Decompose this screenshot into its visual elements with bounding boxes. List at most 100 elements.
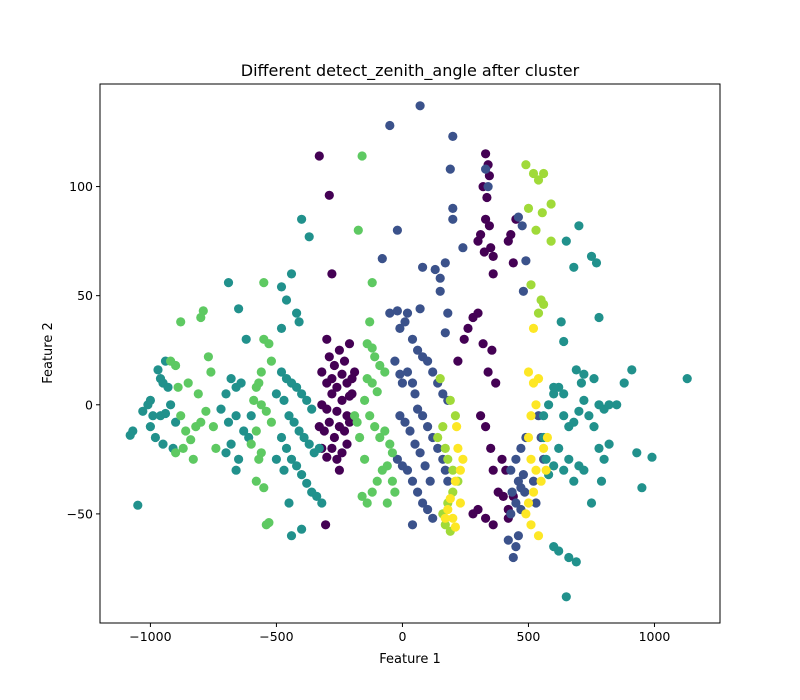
x-tick-label: −1000 bbox=[129, 629, 171, 644]
data-point bbox=[420, 461, 430, 471]
data-point bbox=[497, 454, 507, 464]
data-point bbox=[206, 367, 216, 377]
data-point bbox=[276, 282, 287, 292]
data-point bbox=[319, 426, 329, 436]
data-point bbox=[193, 389, 203, 399]
data-point bbox=[304, 439, 314, 449]
data-point bbox=[586, 498, 597, 508]
data-point bbox=[387, 476, 397, 486]
data-point bbox=[284, 498, 294, 508]
data-point bbox=[487, 345, 497, 355]
data-point bbox=[286, 269, 297, 279]
data-point bbox=[589, 374, 599, 384]
data-point bbox=[554, 546, 564, 556]
data-point bbox=[413, 345, 423, 355]
data-point bbox=[443, 308, 453, 318]
data-point bbox=[486, 443, 496, 453]
data-point bbox=[271, 389, 281, 399]
data-point bbox=[236, 378, 246, 388]
data-point bbox=[370, 352, 380, 362]
data-point bbox=[448, 203, 458, 213]
data-point bbox=[327, 443, 337, 453]
data-point bbox=[594, 312, 604, 323]
data-point bbox=[410, 389, 420, 399]
data-point bbox=[216, 404, 226, 414]
data-point bbox=[264, 339, 274, 349]
y-tick-label: 50 bbox=[77, 288, 93, 303]
y-axis-label: Feature 2 bbox=[41, 322, 56, 384]
data-point bbox=[344, 417, 355, 427]
data-point bbox=[261, 520, 271, 530]
data-point bbox=[506, 509, 516, 519]
data-point bbox=[276, 432, 287, 443]
data-point bbox=[440, 328, 450, 338]
data-point bbox=[579, 395, 589, 405]
data-point bbox=[279, 395, 289, 405]
data-point bbox=[468, 509, 478, 519]
data-point bbox=[382, 498, 392, 508]
data-point bbox=[632, 448, 642, 458]
data-point bbox=[443, 476, 453, 486]
data-point bbox=[448, 513, 458, 523]
data-point bbox=[339, 426, 350, 436]
data-point bbox=[339, 356, 350, 366]
data-point bbox=[542, 432, 553, 443]
data-point bbox=[486, 243, 496, 253]
data-point bbox=[201, 406, 211, 416]
x-tick-label: 500 bbox=[517, 629, 541, 644]
data-point bbox=[160, 408, 171, 419]
data-point bbox=[503, 236, 513, 246]
data-point bbox=[559, 465, 569, 475]
data-point bbox=[337, 448, 347, 458]
data-point bbox=[440, 513, 450, 523]
y-tick-label: −50 bbox=[67, 506, 93, 521]
data-point bbox=[286, 454, 297, 464]
data-point bbox=[459, 334, 469, 344]
data-point bbox=[261, 406, 271, 416]
data-point bbox=[163, 382, 173, 392]
data-point bbox=[292, 382, 302, 392]
data-point bbox=[397, 378, 407, 388]
data-point bbox=[360, 395, 370, 405]
data-point bbox=[481, 513, 491, 523]
data-point bbox=[513, 531, 524, 541]
data-point bbox=[539, 411, 549, 421]
data-point bbox=[448, 131, 458, 141]
x-tick-label: 0 bbox=[398, 629, 406, 644]
data-point bbox=[259, 278, 269, 288]
data-point bbox=[246, 439, 256, 449]
data-point bbox=[392, 225, 402, 235]
data-point bbox=[390, 356, 400, 366]
data-point bbox=[324, 190, 334, 200]
data-point bbox=[357, 491, 367, 501]
data-point bbox=[440, 443, 450, 453]
data-point bbox=[221, 389, 231, 399]
data-point bbox=[297, 524, 307, 534]
data-point bbox=[314, 151, 324, 161]
data-point bbox=[145, 395, 155, 405]
data-point bbox=[528, 487, 539, 497]
data-point bbox=[249, 395, 259, 405]
data-point bbox=[440, 520, 450, 530]
data-point bbox=[239, 426, 249, 436]
data-point bbox=[428, 513, 438, 523]
data-point bbox=[591, 258, 602, 268]
data-point bbox=[387, 448, 397, 458]
data-point bbox=[483, 367, 493, 377]
data-point bbox=[324, 352, 334, 362]
data-point bbox=[450, 476, 460, 486]
data-point bbox=[599, 454, 609, 464]
data-point bbox=[289, 417, 299, 427]
data-point bbox=[314, 443, 324, 453]
data-point bbox=[481, 422, 491, 432]
data-point bbox=[435, 273, 445, 283]
data-point bbox=[407, 378, 418, 388]
data-point bbox=[473, 236, 483, 246]
data-point bbox=[586, 251, 597, 261]
data-point bbox=[453, 443, 463, 453]
data-point bbox=[271, 454, 281, 464]
data-point bbox=[350, 367, 360, 377]
data-point bbox=[478, 339, 488, 349]
data-point bbox=[353, 225, 363, 235]
data-point bbox=[400, 317, 410, 327]
